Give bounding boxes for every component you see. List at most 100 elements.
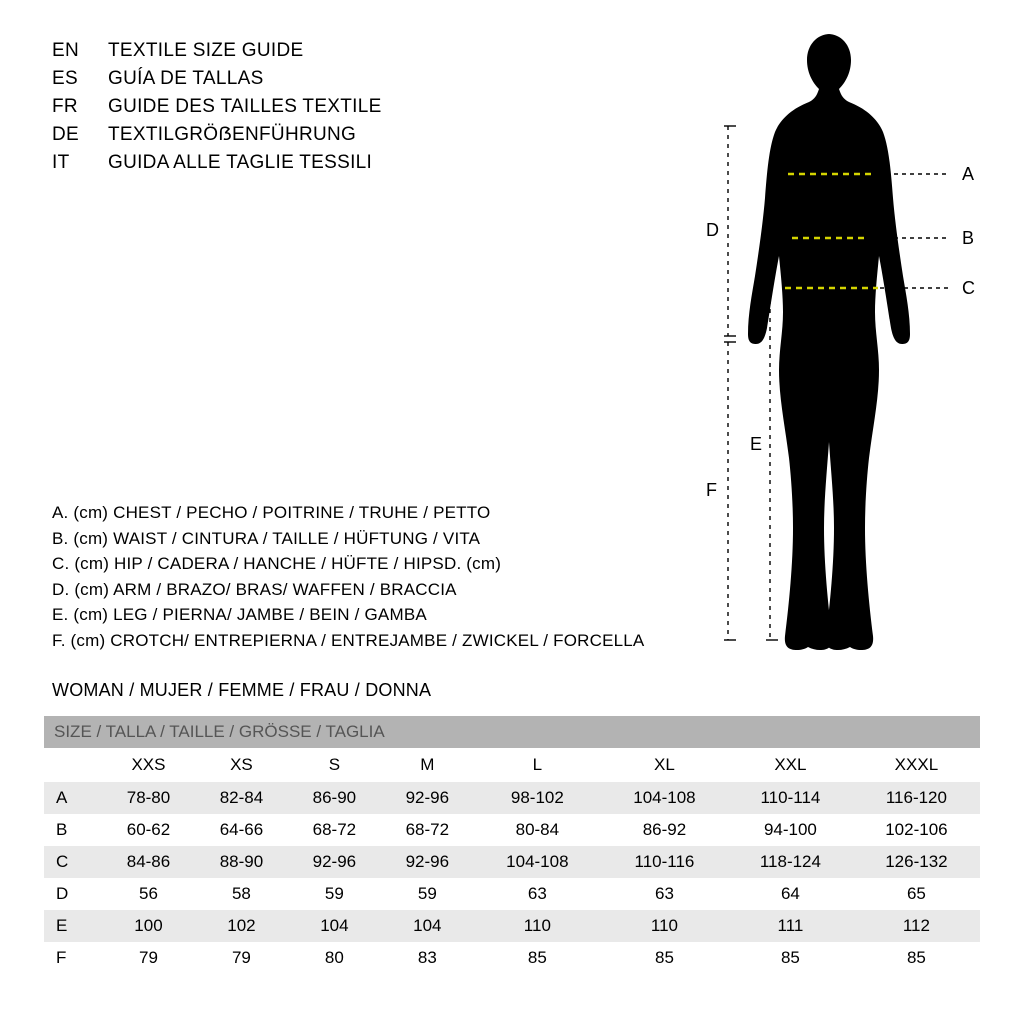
table-cell: 80 (288, 942, 381, 974)
table-cell: 94-100 (728, 814, 853, 846)
table-row: C 84-86 88-90 92-96 92-96 104-108 110-11… (44, 846, 980, 878)
legend-line: C. (cm) HIP / CADERA / HANCHE / HÜFTE / … (52, 551, 644, 577)
row-label: F (44, 942, 102, 974)
row-label: E (44, 910, 102, 942)
table-cell: 83 (381, 942, 474, 974)
size-table-el: SIZE / TALLA / TAILLE / GRÖSSE / TAGLIA … (44, 716, 980, 974)
measure-label-b: B (962, 228, 974, 248)
gender-line: WOMAN / MUJER / FEMME / FRAU / DONNA (52, 680, 431, 701)
table-cell: 98-102 (474, 782, 601, 814)
table-cell: 56 (102, 878, 195, 910)
table-cell: 110-116 (601, 846, 728, 878)
title-lang: EN (52, 40, 108, 62)
title-lang: ES (52, 68, 108, 90)
legend-line: A. (cm) CHEST / PECHO / POITRINE / TRUHE… (52, 500, 644, 526)
table-cell: 59 (381, 878, 474, 910)
table-cell: 68-72 (288, 814, 381, 846)
table-cell: 78-80 (102, 782, 195, 814)
table-cell: 85 (853, 942, 980, 974)
size-label: M (381, 748, 474, 782)
legend-line: E. (cm) LEG / PIERNA/ JAMBE / BEIN / GAM… (52, 602, 644, 628)
size-label: XXS (102, 748, 195, 782)
title-text: TEXTILE SIZE GUIDE (108, 40, 303, 62)
table-cell: 65 (853, 878, 980, 910)
table-cell: 104 (381, 910, 474, 942)
table-cell: 86-92 (601, 814, 728, 846)
title-text: GUÍA DE TALLAS (108, 68, 264, 90)
table-cell: 59 (288, 878, 381, 910)
table-cell: 68-72 (381, 814, 474, 846)
guide-label-d: D (706, 220, 719, 240)
table-cell: 88-90 (195, 846, 288, 878)
table-cell: 86-90 (288, 782, 381, 814)
guide-label-f: F (706, 480, 717, 500)
table-cell: 118-124 (728, 846, 853, 878)
size-label: S (288, 748, 381, 782)
title-row: FR GUIDE DES TAILLES TEXTILE (52, 96, 382, 118)
table-cell: 63 (601, 878, 728, 910)
title-text: GUIDE DES TAILLES TEXTILE (108, 96, 382, 118)
table-cell: 92-96 (288, 846, 381, 878)
row-label: B (44, 814, 102, 846)
size-label: XL (601, 748, 728, 782)
table-cell: 112 (853, 910, 980, 942)
table-cell: 104 (288, 910, 381, 942)
title-text: GUIDA ALLE TAGLIE TESSILI (108, 152, 372, 174)
table-cell (44, 748, 102, 782)
title-lang: IT (52, 152, 108, 174)
size-label: XXXL (853, 748, 980, 782)
title-row: DE TEXTILGRÖẞENFÜHRUNG (52, 124, 382, 146)
measurement-legend: A. (cm) CHEST / PECHO / POITRINE / TRUHE… (52, 500, 644, 653)
table-cell: 102 (195, 910, 288, 942)
size-label: L (474, 748, 601, 782)
table-cell: 92-96 (381, 846, 474, 878)
size-label: XXL (728, 748, 853, 782)
table-cell: 111 (728, 910, 853, 942)
title-text: TEXTILGRÖẞENFÜHRUNG (108, 124, 356, 146)
table-cell: 82-84 (195, 782, 288, 814)
table-row: B 60-62 64-66 68-72 68-72 80-84 86-92 94… (44, 814, 980, 846)
row-label: C (44, 846, 102, 878)
body-diagram: D F E A B C (620, 26, 1000, 666)
title-row: EN TEXTILE SIZE GUIDE (52, 40, 382, 62)
title-lang: DE (52, 124, 108, 146)
legend-line: B. (cm) WAIST / CINTURA / TAILLE / HÜFTU… (52, 526, 644, 552)
size-label: XS (195, 748, 288, 782)
row-label: A (44, 782, 102, 814)
table-header-row: SIZE / TALLA / TAILLE / GRÖSSE / TAGLIA (44, 716, 980, 748)
table-cell: 85 (474, 942, 601, 974)
table-sizes-row: XXS XS S M L XL XXL XXXL (44, 748, 980, 782)
size-table: SIZE / TALLA / TAILLE / GRÖSSE / TAGLIA … (44, 716, 980, 974)
legend-line: F. (cm) CROTCH/ ENTREPIERNA / ENTREJAMBE… (52, 628, 644, 654)
table-cell: 60-62 (102, 814, 195, 846)
guide-d: D (706, 126, 736, 336)
guide-label-e: E (750, 434, 762, 454)
table-cell: 116-120 (853, 782, 980, 814)
legend-line: D. (cm) ARM / BRAZO/ BRAS/ WAFFEN / BRAC… (52, 577, 644, 603)
table-cell: 100 (102, 910, 195, 942)
guide-f: F (706, 342, 736, 640)
title-lang: FR (52, 96, 108, 118)
table-cell: 58 (195, 878, 288, 910)
table-cell: 92-96 (381, 782, 474, 814)
title-list: EN TEXTILE SIZE GUIDE ES GUÍA DE TALLAS … (52, 40, 382, 180)
table-cell: 110 (601, 910, 728, 942)
table-cell: 104-108 (601, 782, 728, 814)
table-cell: 63 (474, 878, 601, 910)
table-cell: 80-84 (474, 814, 601, 846)
row-label: D (44, 878, 102, 910)
table-cell: 110-114 (728, 782, 853, 814)
table-cell: 79 (195, 942, 288, 974)
body-svg: D F E A B C (620, 26, 1000, 666)
table-cell: 85 (728, 942, 853, 974)
table-cell: 84-86 (102, 846, 195, 878)
table-cell: 79 (102, 942, 195, 974)
table-cell: 85 (601, 942, 728, 974)
measure-label-c: C (962, 278, 975, 298)
table-cell: 110 (474, 910, 601, 942)
table-row: F 79 79 80 83 85 85 85 85 (44, 942, 980, 974)
measure-label-a: A (962, 164, 974, 184)
table-cell: 64-66 (195, 814, 288, 846)
table-cell: 104-108 (474, 846, 601, 878)
table-header-cell: SIZE / TALLA / TAILLE / GRÖSSE / TAGLIA (44, 716, 980, 748)
